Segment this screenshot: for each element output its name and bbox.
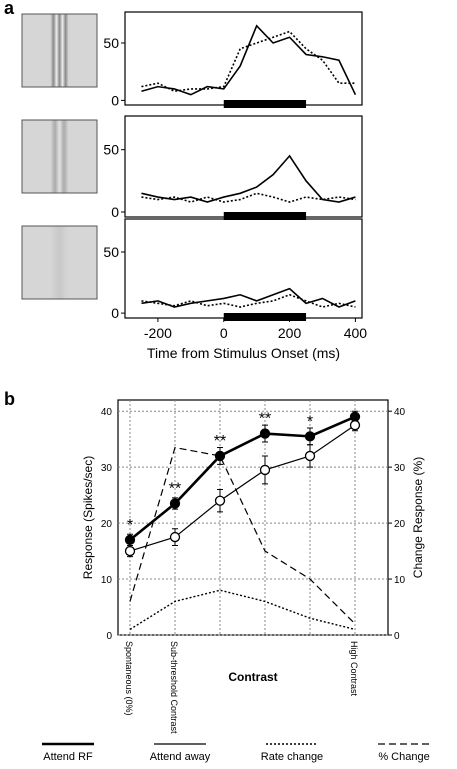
panel-label: a	[4, 0, 15, 18]
y-tick-label: 0	[111, 92, 119, 108]
legend-label: Attend RF	[43, 751, 93, 763]
y2-tick-label: 10	[394, 575, 406, 586]
x-tick-label: 200	[278, 325, 302, 341]
trace	[141, 287, 356, 308]
series-line	[129, 446, 356, 625]
panel-label: b	[4, 389, 15, 409]
plot-frame	[124, 218, 363, 319]
series-line	[129, 424, 356, 552]
legend-label: Rate change	[261, 751, 323, 763]
plot-frame	[117, 399, 389, 636]
marker	[259, 464, 271, 476]
significance: **	[169, 481, 181, 498]
marker	[169, 531, 181, 543]
significance: *	[307, 413, 313, 430]
marker	[169, 498, 181, 509]
marker	[349, 420, 361, 431]
marker	[304, 450, 316, 462]
y-axis-label: Response (Spikes/sec)	[81, 456, 95, 579]
y2-tick-label: 20	[394, 519, 406, 530]
grating-low	[21, 225, 98, 300]
marker	[124, 545, 136, 557]
y2-tick-label: 40	[394, 407, 406, 418]
legend-label: Attend away	[150, 751, 211, 763]
y2-tick-label: 0	[394, 631, 400, 642]
grating-sub	[21, 119, 98, 194]
stimulus-bar	[223, 100, 307, 108]
y2-axis-label: Change Response (%)	[411, 457, 425, 578]
stimulus-bar	[223, 313, 307, 321]
marker	[304, 431, 316, 442]
significance: *	[127, 517, 133, 534]
x-tick-label: Spontaneous (0%)	[124, 641, 134, 716]
y-tick-label: 10	[101, 575, 113, 586]
trace	[141, 154, 356, 203]
y-tick-label: 40	[101, 407, 113, 418]
x-tick-label: -200	[144, 325, 172, 341]
marker	[259, 428, 271, 439]
marker	[214, 450, 226, 462]
x-axis-label: Contrast	[228, 670, 277, 684]
y-tick-label: 30	[101, 463, 113, 474]
x-tick-label: High Contrast	[349, 641, 359, 697]
significance: **	[259, 411, 271, 428]
trace	[141, 24, 357, 96]
marker	[124, 534, 136, 546]
x-axis-label: Time from Stimulus Onset (ms)	[147, 345, 340, 361]
marker	[214, 495, 226, 506]
y-tick-label: 20	[101, 519, 113, 530]
trace	[141, 192, 356, 203]
y-tick-label: 0	[111, 305, 119, 321]
y-tick-label: 0	[111, 204, 119, 220]
significance: **	[214, 433, 226, 450]
trace	[141, 293, 356, 308]
y-tick-label: 50	[103, 35, 119, 51]
y-tick-label: 0	[106, 631, 112, 642]
x-tick-label: Sub-threshold Contrast	[169, 641, 179, 734]
y2-tick-label: 30	[394, 463, 406, 474]
x-tick-label: 0	[220, 325, 228, 341]
stimulus-bar	[223, 212, 307, 220]
legend-label: % Change	[378, 751, 429, 763]
y-tick-label: 50	[103, 244, 119, 260]
y-tick-label: 50	[103, 142, 119, 158]
series-line	[129, 589, 356, 631]
grating-high	[21, 13, 98, 88]
series-line	[129, 415, 356, 541]
trace	[141, 30, 356, 93]
plot-frame	[124, 115, 363, 218]
x-tick-label: 400	[344, 325, 368, 341]
